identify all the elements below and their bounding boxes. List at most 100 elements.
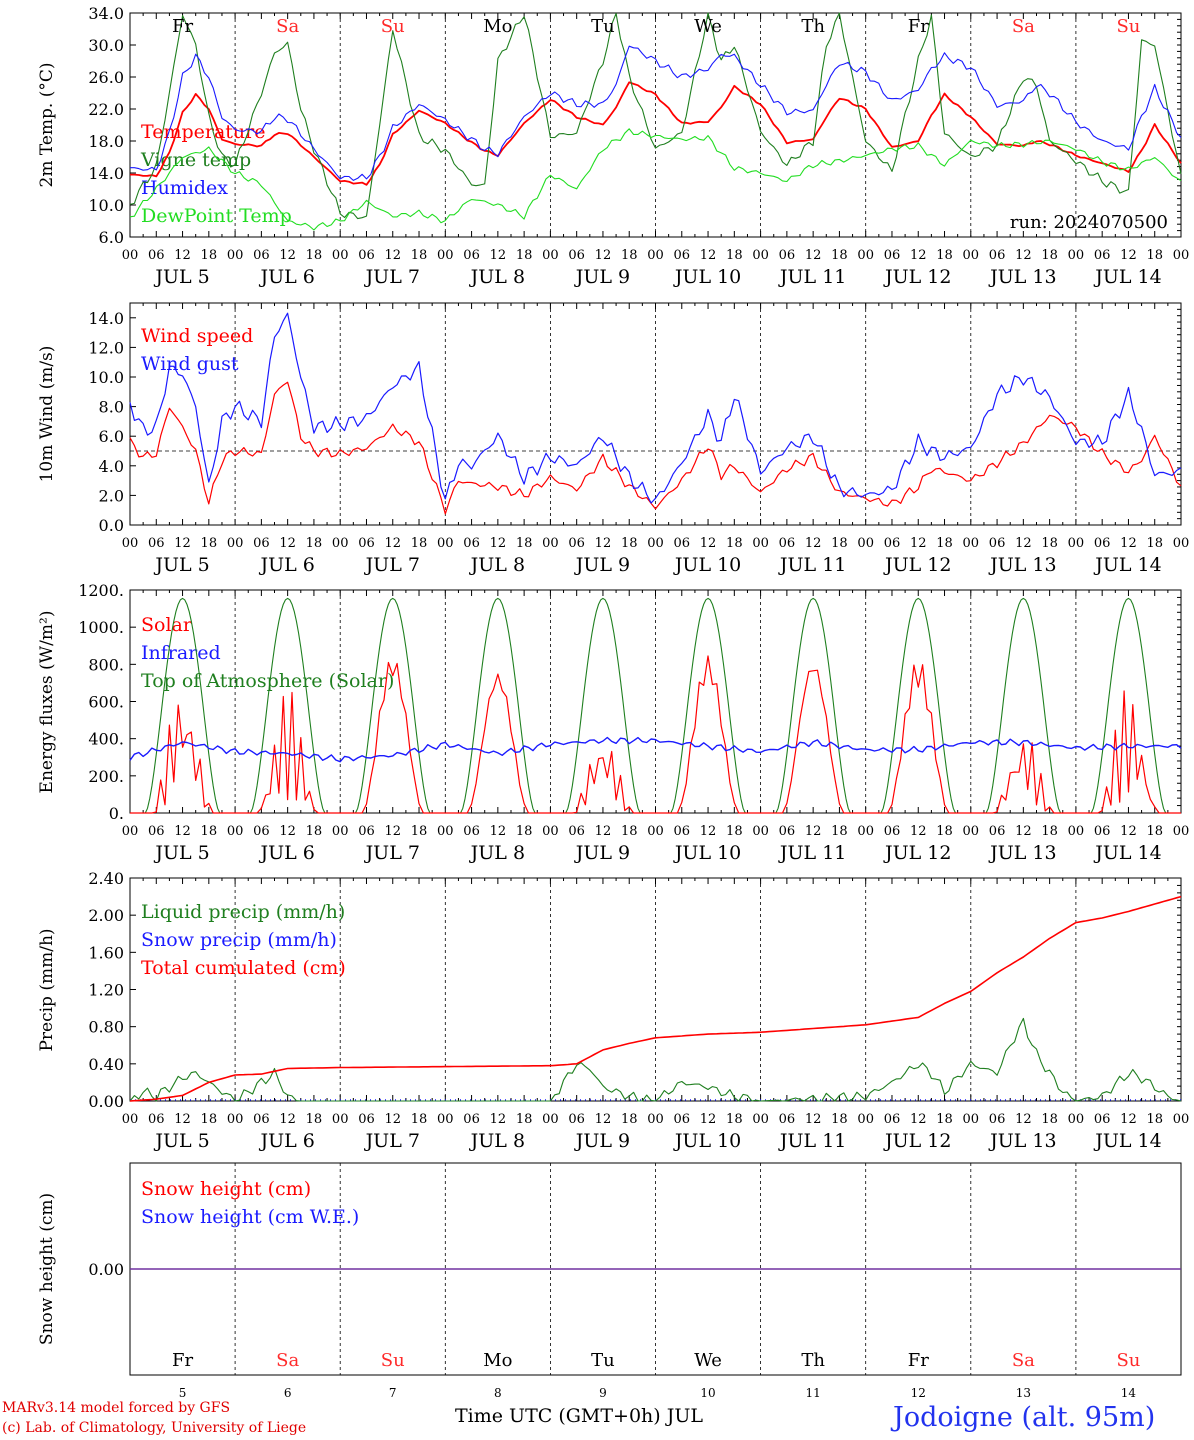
y-tick-label: 22.0	[88, 100, 124, 119]
hour-label: 12	[490, 824, 507, 839]
hour-label: 00	[437, 536, 454, 551]
y-tick-label: 1200.	[78, 581, 124, 600]
hour-label: 06	[253, 824, 270, 839]
hour-label: 06	[253, 248, 270, 263]
hour-label: 00	[542, 536, 559, 551]
hour-label: 00	[963, 824, 980, 839]
hour-label: 12	[174, 1112, 191, 1127]
hour-label: 06	[674, 824, 691, 839]
hour-label: 00	[122, 1112, 139, 1127]
hour-label: 18	[306, 248, 323, 263]
legend-entry: Solar	[141, 614, 193, 636]
y-tick-label: 0.80	[88, 1018, 124, 1037]
day-label: JUL 7	[364, 1130, 420, 1152]
hour-label: 00	[963, 248, 980, 263]
hour-label: 06	[1094, 824, 1111, 839]
day-label: JUL 9	[574, 842, 630, 864]
day-label: JUL 11	[778, 266, 846, 288]
y-tick-label: 12.0	[88, 338, 124, 357]
hour-label: 12	[490, 536, 507, 551]
hour-label: 06	[358, 824, 375, 839]
hour-label: 06	[463, 248, 480, 263]
hour-label: 00	[857, 248, 874, 263]
legend-entry: Temperature	[141, 121, 265, 143]
hour-label: 18	[936, 536, 953, 551]
day-number: 13	[1016, 1386, 1031, 1400]
hour-label: 12	[805, 536, 822, 551]
hour-label: 00	[1068, 536, 1085, 551]
hour-label: 18	[201, 248, 218, 263]
day-label: JUL 7	[364, 554, 420, 576]
y-tick-label: 600.	[88, 693, 124, 712]
hour-label: 06	[674, 536, 691, 551]
run-annotation: run: 2024070500	[1010, 212, 1168, 233]
hour-label: 00	[647, 536, 664, 551]
hour-label: 00	[437, 248, 454, 263]
location-label: Jodoigne (alt. 95m)	[893, 1402, 1156, 1433]
hour-label: 06	[779, 1112, 796, 1127]
hour-label: 12	[805, 824, 822, 839]
legend-entry: Total cumulated (cm)	[141, 957, 346, 979]
hour-label: 18	[831, 824, 848, 839]
day-label: JUL 8	[469, 266, 525, 288]
hour-label: 06	[884, 1112, 901, 1127]
hour-label: 06	[568, 1112, 585, 1127]
hour-label: 00	[752, 248, 769, 263]
y-axis-label: 2m Temp. (°C)	[37, 62, 57, 187]
weekday-label: We	[694, 16, 722, 37]
day-number: 5	[179, 1386, 187, 1400]
y-tick-label: 6.0	[99, 427, 124, 446]
panel-3: Energy fluxes (W/m²) 0. 200. 400. 600. 800. 10…	[37, 581, 1189, 864]
hour-label: 18	[516, 536, 533, 551]
panel-frame	[129, 589, 1182, 814]
hour-label: 12	[279, 536, 296, 551]
weekday-label: Sa	[1012, 16, 1035, 37]
hour-label: 00	[227, 1112, 244, 1127]
day-label: JUL 13	[988, 554, 1056, 576]
day-number: 7	[389, 1386, 397, 1400]
hour-label: 06	[568, 824, 585, 839]
day-number: 9	[599, 1386, 607, 1400]
hour-label: 12	[700, 824, 717, 839]
hour-label: 00	[1068, 248, 1085, 263]
hour-label: 18	[411, 536, 428, 551]
hour-label: 00	[227, 248, 244, 263]
hour-label: 12	[174, 824, 191, 839]
y-tick-label: 0.0	[99, 516, 124, 535]
hour-label: 00	[1173, 536, 1190, 551]
hour-label: 06	[358, 536, 375, 551]
weekday-label: Sa	[276, 16, 299, 37]
y-tick-label: 0.00	[88, 1260, 124, 1279]
y-tick-label: 0.40	[88, 1055, 124, 1074]
hour-label: 18	[306, 536, 323, 551]
day-number: 8	[494, 1386, 502, 1400]
hour-label: 00	[1068, 1112, 1085, 1127]
day-label: JUL 7	[364, 266, 420, 288]
hour-label: 00	[122, 824, 139, 839]
hour-label: 06	[148, 248, 165, 263]
series-line	[130, 655, 1181, 814]
hour-label: 18	[411, 824, 428, 839]
day-label: JUL 13	[988, 266, 1056, 288]
weekday-label: Sa	[1012, 1350, 1035, 1371]
day-label: JUL 8	[469, 1130, 525, 1152]
hour-label: 18	[1146, 1112, 1163, 1127]
hour-label: 12	[805, 1112, 822, 1127]
day-number: 10	[700, 1386, 715, 1400]
hour-label: 00	[752, 824, 769, 839]
day-label: JUL 10	[673, 266, 741, 288]
hour-label: 18	[1041, 248, 1058, 263]
series-line	[129, 312, 1182, 504]
hour-label: 06	[674, 1112, 691, 1127]
hour-label: 12	[279, 824, 296, 839]
legend-entry: Snow height (cm W.E.)	[141, 1206, 359, 1228]
weekday-label: Su	[381, 1350, 405, 1371]
hour-label: 00	[647, 248, 664, 263]
hour-label: 12	[279, 1112, 296, 1127]
hour-label: 06	[463, 536, 480, 551]
hour-label: 18	[936, 1112, 953, 1127]
y-axis-label: 10m Wind (m/s)	[37, 346, 57, 483]
legend-entry: Wind gust	[141, 353, 239, 375]
hour-label: 00	[1173, 1112, 1190, 1127]
